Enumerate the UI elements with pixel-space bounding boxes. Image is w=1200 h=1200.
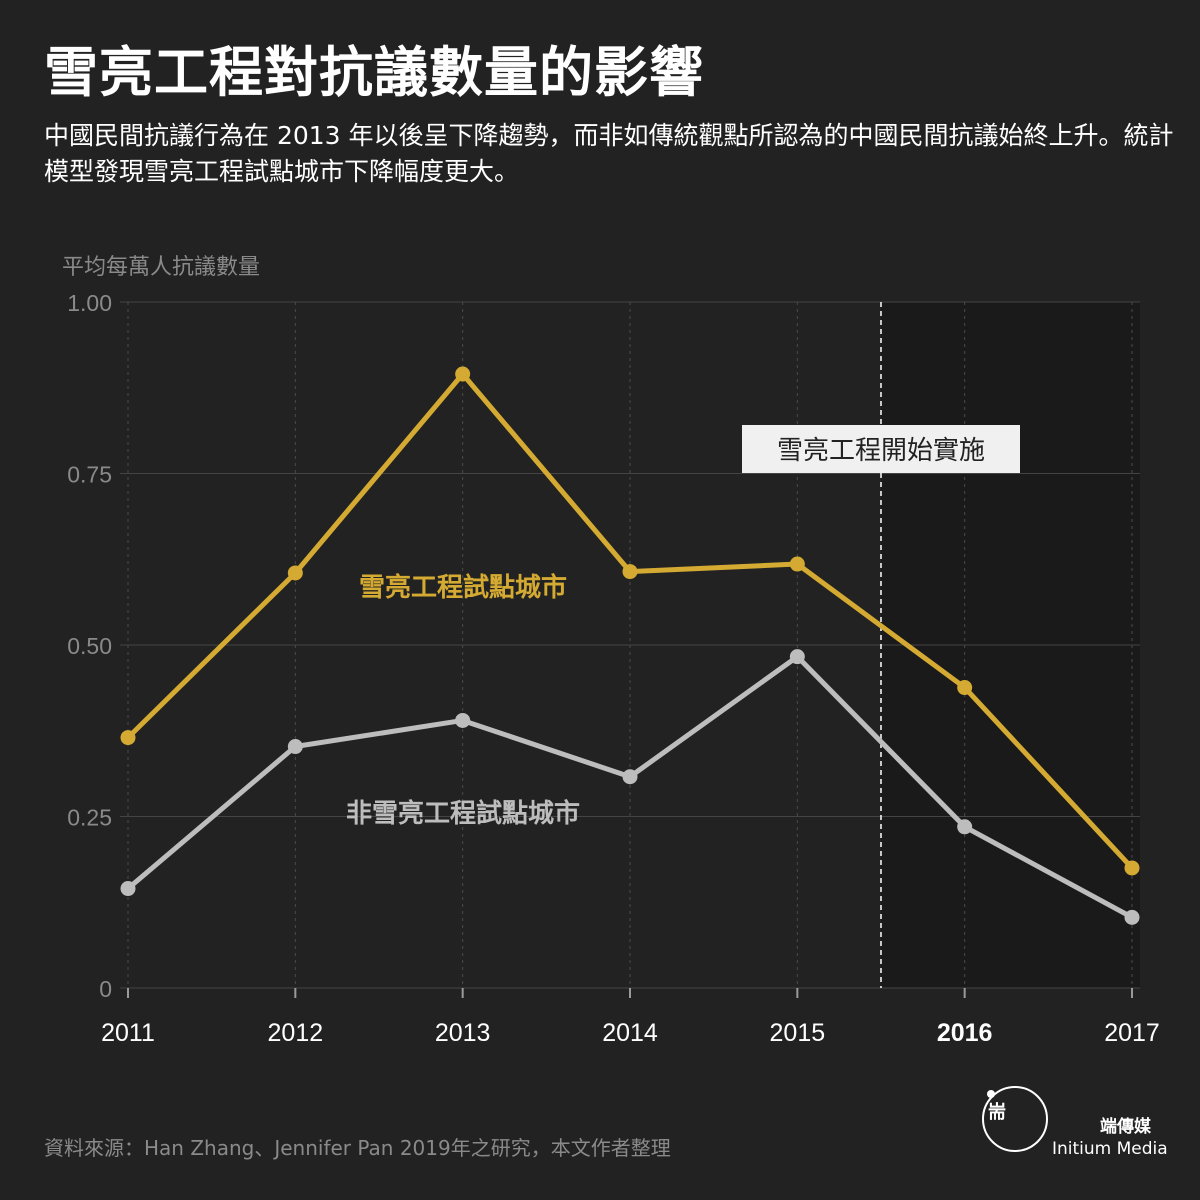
initium-logo-icon xyxy=(982,1086,1048,1152)
data-point xyxy=(1124,909,1140,925)
y-tick-label: 0.50 xyxy=(67,633,112,659)
brand-name-en: Initium Media xyxy=(1052,1139,1168,1159)
logo-dot xyxy=(987,1090,995,1098)
x-tick-label: 2014 xyxy=(602,1019,658,1047)
data-point xyxy=(1124,860,1140,876)
y-tick-label: 0.75 xyxy=(67,462,112,488)
annotation-label: 雪亮工程開始實施 xyxy=(777,436,985,466)
series-label: 非雪亮工程試點城市 xyxy=(346,798,580,829)
x-tick-label: 2016 xyxy=(937,1019,993,1047)
brand-name-zh: 端傳媒 xyxy=(1100,1117,1151,1137)
x-tick-label: 2012 xyxy=(268,1019,324,1047)
source-note: 資料來源：Han Zhang、Jennifer Pan 2019年之研究，本文作… xyxy=(44,1136,671,1160)
data-point xyxy=(789,649,805,665)
y-tick-label: 0 xyxy=(99,976,112,1002)
logo-glyph: 耑 xyxy=(988,1102,1006,1123)
data-point xyxy=(455,366,471,382)
data-point xyxy=(789,556,805,572)
page-subtitle: 中國民間抗議行為在 2013 年以後呈下降趨勢，而非如傳統觀點所認為的中國民間抗… xyxy=(44,121,1174,186)
page-title: 雪亮工程對抗議數量的影響 xyxy=(44,41,704,104)
y-tick-label: 1.00 xyxy=(67,290,112,316)
x-tick-label: 2015 xyxy=(770,1019,826,1047)
data-point xyxy=(287,565,303,581)
annotation-box xyxy=(742,425,1020,473)
data-point xyxy=(957,680,973,696)
data-point xyxy=(120,881,136,897)
data-point xyxy=(120,730,136,746)
y-axis-label: 平均每萬人抗議數量 xyxy=(62,255,260,280)
data-point xyxy=(622,564,638,580)
data-point xyxy=(622,769,638,785)
data-point xyxy=(957,819,973,835)
y-tick-label: 0.25 xyxy=(67,805,112,831)
series-label: 雪亮工程試點城市 xyxy=(359,572,567,603)
data-point xyxy=(287,739,303,755)
x-tick-label: 2013 xyxy=(435,1019,491,1047)
data-point xyxy=(455,712,471,728)
x-tick-label: 2017 xyxy=(1104,1019,1160,1047)
x-tick-label: 2011 xyxy=(101,1019,155,1047)
